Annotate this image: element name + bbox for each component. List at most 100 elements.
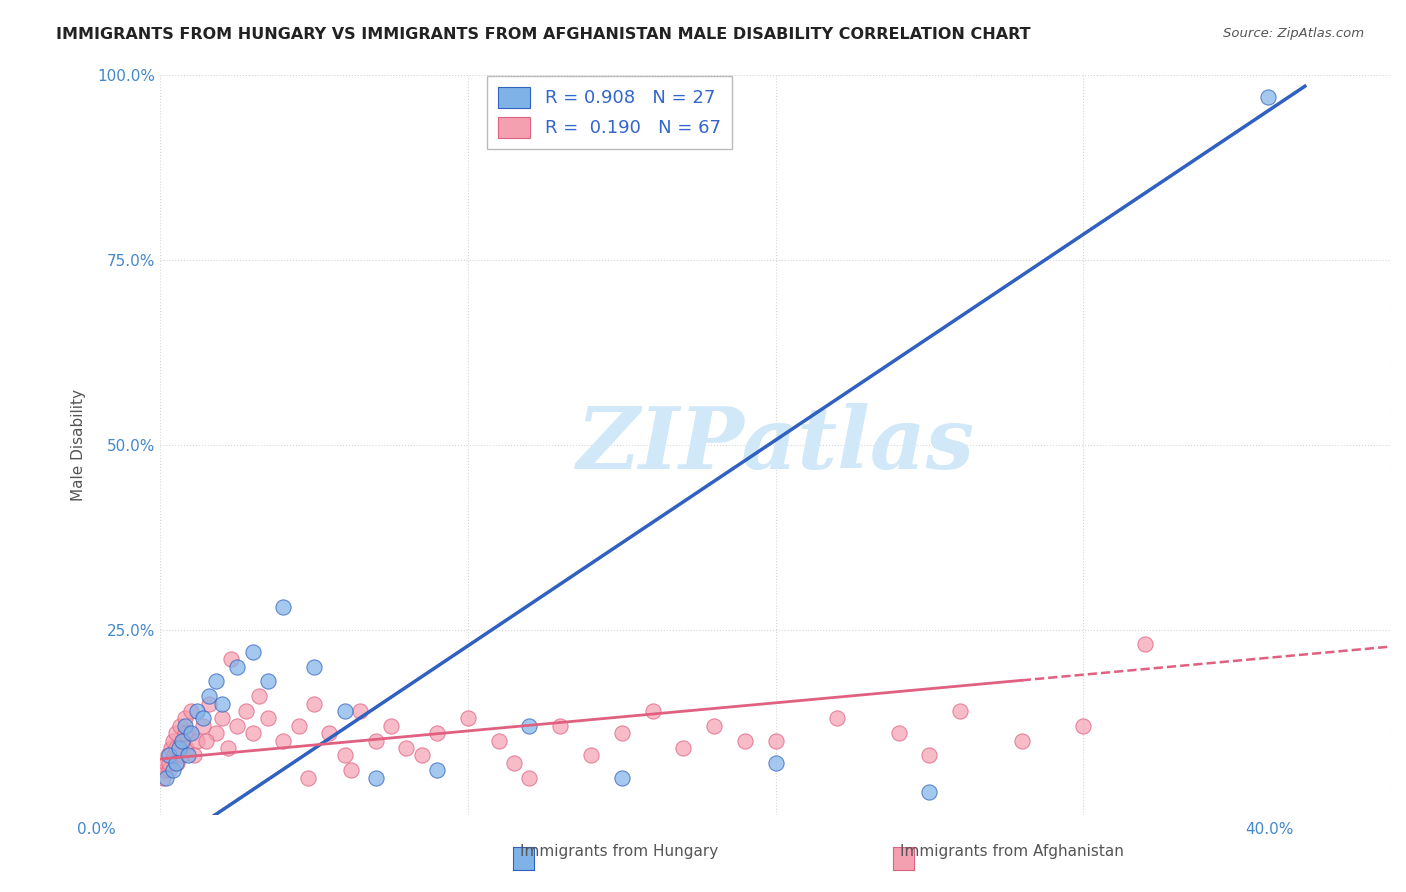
Point [217,741,239,756]
Point [177,748,200,763]
Point [257,711,280,725]
Point [186,733,208,747]
Point [173,711,195,725]
Point [211,697,233,711]
Point [226,719,249,733]
Point [1133,637,1156,651]
Point [219,652,242,666]
Point [204,674,226,689]
Point [167,741,190,756]
Point [641,704,664,718]
Point [180,726,202,740]
Point [226,659,249,673]
Point [297,771,319,785]
Point [170,733,193,747]
Point [153,763,176,777]
Point [198,697,221,711]
Point [364,733,387,747]
Point [163,748,186,763]
Point [173,726,195,740]
Text: Source: ZipAtlas.com: Source: ZipAtlas.com [1223,27,1364,40]
Point [734,733,756,747]
Point [186,704,208,718]
Point [349,704,371,718]
Point [703,719,725,733]
Point [257,674,280,689]
Point [519,719,541,733]
Point [155,756,177,770]
Point [271,600,294,615]
Point [340,763,363,777]
Point [765,733,787,747]
Point [211,711,233,725]
Point [1257,89,1279,103]
Point [193,719,215,733]
Point [672,741,695,756]
Point [887,726,910,740]
Point [918,748,941,763]
Point [177,726,200,740]
Point [169,719,191,733]
Point [302,697,325,711]
Text: IMMIGRANTS FROM HUNGARY VS IMMIGRANTS FROM AFGHANISTAN MALE DISABILITY CORRELATI: IMMIGRANTS FROM HUNGARY VS IMMIGRANTS FR… [56,27,1031,42]
Point [1071,719,1094,733]
Point [159,748,181,763]
Point [173,719,195,733]
Point [503,756,526,770]
Text: 40.0%: 40.0% [1246,822,1294,837]
Point [162,763,184,777]
Point [235,704,257,718]
Point [918,785,941,799]
Point [195,733,218,747]
Point [610,771,633,785]
Point [426,763,449,777]
Point [318,726,340,740]
Point [242,726,264,740]
Point [159,763,181,777]
Point [949,704,972,718]
Point [165,756,187,770]
Point [333,748,356,763]
Point [1011,733,1033,747]
Text: 0.0%: 0.0% [77,822,117,837]
Point [155,771,177,785]
Point [176,741,198,756]
Point [193,711,215,725]
Point [152,771,174,785]
Point [247,689,270,703]
Point [825,711,848,725]
Point [333,704,356,718]
Point [271,733,294,747]
Point [198,689,221,703]
Point [156,748,179,763]
Point [172,733,194,747]
Point [165,741,187,756]
Point [287,719,309,733]
Point [183,748,205,763]
Point [610,726,633,740]
Point [159,756,181,770]
Point [180,704,202,718]
Text: Immigrants from Afghanistan: Immigrants from Afghanistan [900,845,1125,859]
Point [765,756,787,770]
Point [165,726,187,740]
Point [162,733,184,747]
Point [519,771,541,785]
Point [166,756,188,770]
Point [411,748,433,763]
Legend: R = 0.908   N = 27, R =  0.190   N = 67: R = 0.908 N = 27, R = 0.190 N = 67 [486,76,731,149]
Point [204,726,226,740]
Point [170,748,193,763]
Y-axis label: Male Disability: Male Disability [72,389,86,500]
Point [364,771,387,785]
Text: Immigrants from Hungary: Immigrants from Hungary [519,845,718,859]
Point [548,719,571,733]
Point [426,726,449,740]
Point [380,719,402,733]
Point [160,741,183,756]
Text: ZIPatlas: ZIPatlas [576,403,974,486]
Point [488,733,510,747]
Point [302,659,325,673]
Point [167,741,190,756]
Point [242,645,264,659]
